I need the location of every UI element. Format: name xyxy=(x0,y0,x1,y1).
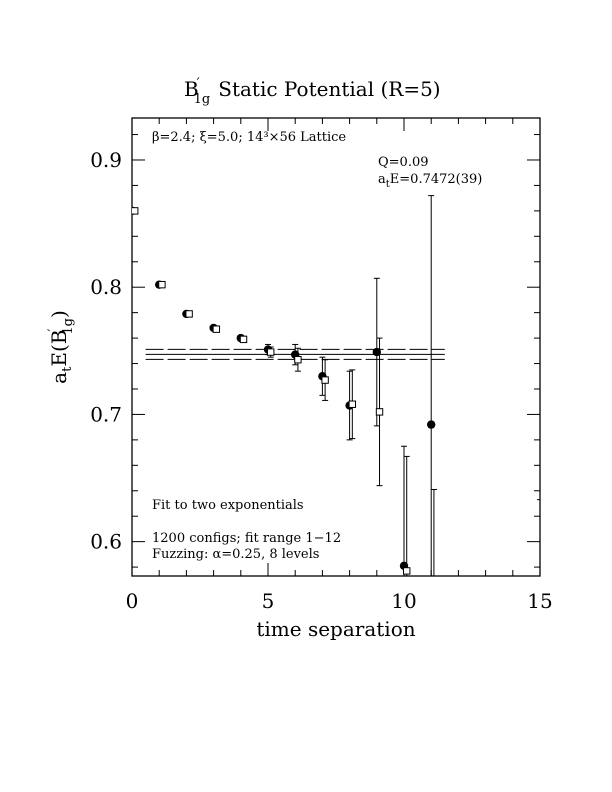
data-point-square xyxy=(132,207,139,215)
y-axis-label: atE(B′1g) xyxy=(46,310,76,384)
data-point-square xyxy=(158,280,166,289)
data-point-square xyxy=(239,335,248,344)
x-tick-label: 15 xyxy=(527,589,552,613)
configs-note: 1200 configs; fit range 1−12 xyxy=(152,531,341,546)
plot-frame xyxy=(131,117,541,577)
title-prime: ′ xyxy=(197,76,200,91)
y-tick-label: 0.7 xyxy=(90,402,122,426)
x-tick-label: 10 xyxy=(391,589,416,613)
data-point-square xyxy=(267,348,275,356)
lattice-annotation: β=2.4; ξ=5.0; 14³×56 Lattice xyxy=(152,130,346,145)
fit-method-note: Fit to two exponentials xyxy=(152,498,304,513)
chart-title: B′ 1g Static Potential (R=5) xyxy=(184,76,441,107)
title-rest: Static Potential (R=5) xyxy=(218,77,440,101)
x-tick-label: 5 xyxy=(262,589,275,613)
x-axis-label: time separation xyxy=(256,617,415,641)
y-tick-label: 0.6 xyxy=(90,530,122,554)
fuzzing-note: Fuzzing: α=0.25, 8 levels xyxy=(152,547,319,562)
y-tick-label: 0.9 xyxy=(90,148,122,172)
data-point-square xyxy=(294,356,302,364)
data-point-square xyxy=(348,400,357,408)
data-point-circle xyxy=(372,347,381,357)
data-point-square xyxy=(185,310,193,318)
data-point-circle xyxy=(427,420,436,429)
q-annotation: Q=0.09 xyxy=(378,155,429,170)
data-point-square xyxy=(375,408,384,416)
axis-ticks xyxy=(131,118,541,576)
title-subscript: 1g xyxy=(194,92,211,107)
data-point-square xyxy=(212,325,221,333)
data-point-square xyxy=(403,567,411,575)
x-tick-label: 0 xyxy=(126,589,139,613)
y-tick-label: 0.8 xyxy=(90,275,122,299)
data-point-square xyxy=(321,376,329,384)
title-main: B xyxy=(184,77,199,101)
data-point-square xyxy=(431,594,437,600)
fit-energy-annotation: atE=0.7472(39) xyxy=(378,172,482,190)
data-markers xyxy=(132,206,437,600)
axis-tick-labels: 0 5 10 15 0.6 0.7 0.8 0.9 xyxy=(90,148,553,613)
